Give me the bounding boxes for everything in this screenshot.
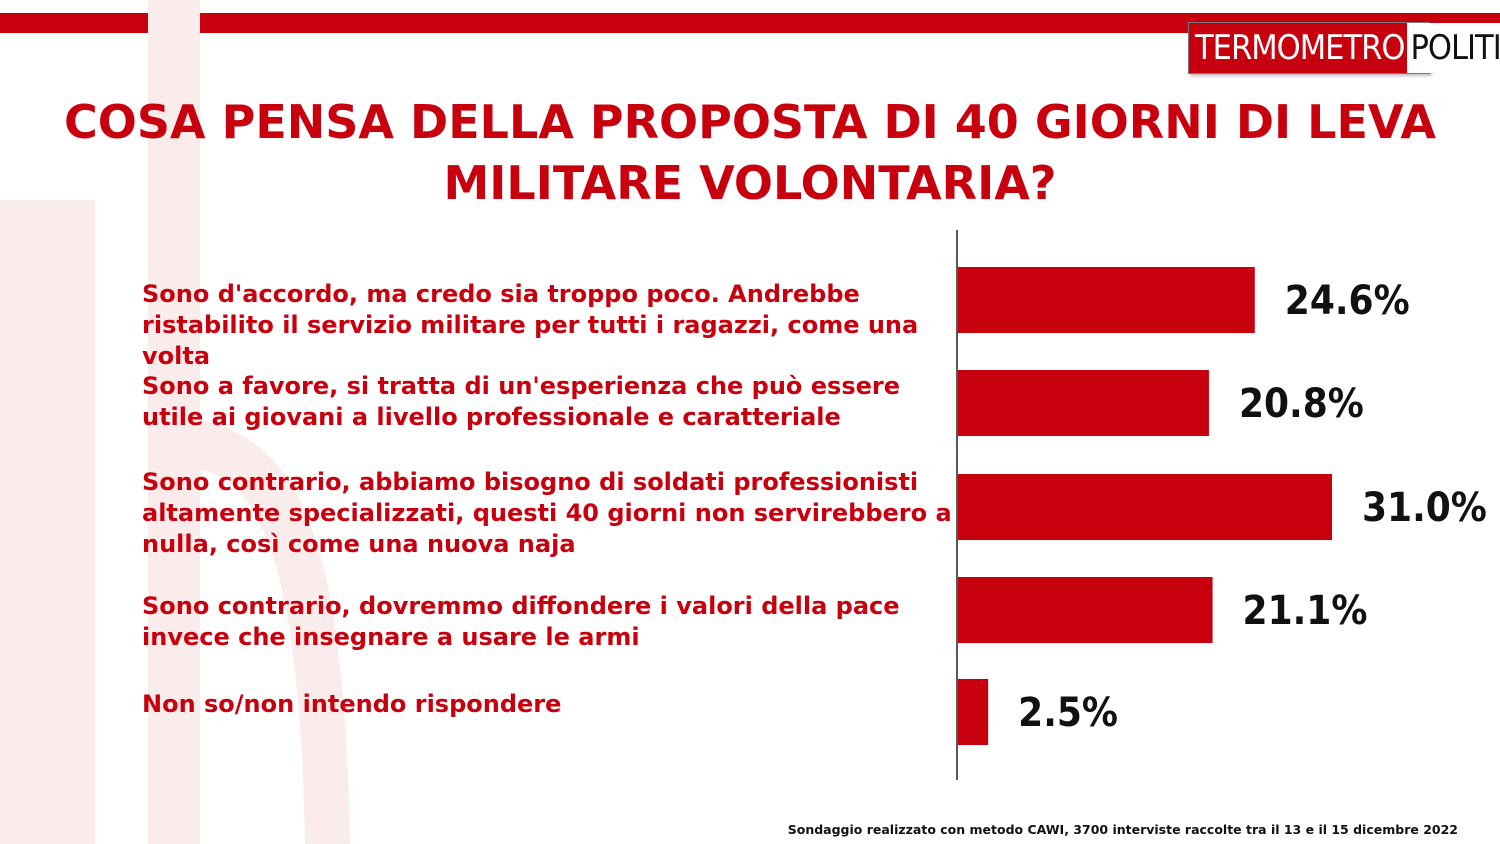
chart-title-line-1: COSA PENSA DELLA PROPOSTA DI 40 GIORNI D… [64,95,1436,149]
footer-note: Sondaggio realizzato con metodo CAWI, 37… [787,822,1458,837]
bar-2 [958,370,1209,436]
value-label-5: 2.5% [1018,690,1118,736]
category-label-1-line-2: ristabilito il servizio militare per tut… [142,311,919,370]
bar-1 [958,267,1255,333]
chart-title: COSA PENSA DELLA PROPOSTA DI 40 GIORNI D… [0,92,1500,214]
bar-4 [958,577,1213,643]
category-label-4: Sono contrario, dovremmo diffondere i va… [142,591,952,653]
category-label-3-line-3: nulla, così come una nuova naja [142,530,576,558]
value-label-2: 20.8% [1239,381,1364,427]
category-label-3-line-1: Sono contrario, abbiamo bisogno di solda… [142,468,919,496]
category-label-2-line-2: utile ai giovani a livello professionale… [142,403,841,431]
category-label-4-line-1: Sono contrario, dovremmo diffondere i va… [142,592,900,620]
category-label-1-line-1: Sono d'accordo, ma credo sia troppo poco… [142,280,860,308]
category-label-4-line-2: invece che insegnare a usare le armi [142,623,640,651]
bar-5 [958,679,989,745]
category-label-2: Sono a favore, si tratta di un'esperienz… [142,371,952,433]
chart-title-line-2: MILITARE VOLONTARIA? [443,156,1057,210]
category-label-3-line-2: altamente specializzati, questi 40 giorn… [142,499,952,527]
background-watermark [0,0,350,844]
value-label-4: 21.1% [1243,588,1368,634]
bar-3 [958,474,1332,540]
category-label-5: Non so/non intendo rispondere [142,689,952,720]
category-label-1: Sono d'accordo, ma credo sia troppo poco… [142,279,952,372]
value-label-1: 24.6% [1285,278,1410,324]
category-label-3: Sono contrario, abbiamo bisogno di solda… [142,467,952,560]
top-accent-bar [0,13,1500,33]
value-label-3: 31.0% [1362,485,1487,531]
category-label-2-line-1: Sono a favore, si tratta di un'esperienz… [142,372,901,400]
logo-part-1: TERMOMETRO [1189,23,1408,73]
category-label-5-line-1: Non so/non intendo rispondere [142,690,562,718]
